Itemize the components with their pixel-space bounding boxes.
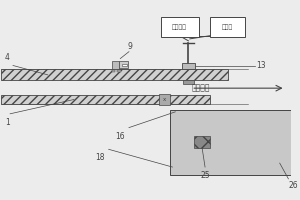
Text: 18: 18 — [95, 153, 105, 162]
Text: 采集卡: 采集卡 — [222, 24, 233, 30]
Text: 9: 9 — [128, 42, 133, 51]
Bar — [117, 70, 121, 72]
Bar — [159, 94, 170, 105]
Bar — [112, 70, 115, 72]
Bar — [182, 63, 195, 69]
Bar — [2, 69, 227, 80]
Bar — [183, 80, 194, 84]
Bar — [161, 17, 199, 37]
Text: 1: 1 — [5, 118, 10, 127]
Bar — [2, 95, 210, 104]
Text: 16: 16 — [116, 132, 125, 141]
Text: 4: 4 — [5, 53, 10, 62]
Bar — [194, 136, 210, 148]
Text: 13: 13 — [256, 61, 266, 70]
Text: 26: 26 — [288, 181, 298, 190]
Bar — [112, 61, 119, 69]
Bar — [169, 110, 291, 175]
Text: 25: 25 — [200, 171, 210, 180]
Text: x: x — [163, 97, 167, 102]
Bar — [210, 17, 245, 37]
Bar — [119, 61, 128, 68]
Bar — [122, 64, 127, 66]
Text: 移动方向: 移动方向 — [191, 84, 210, 93]
Text: 直流申源: 直流申源 — [172, 24, 187, 30]
